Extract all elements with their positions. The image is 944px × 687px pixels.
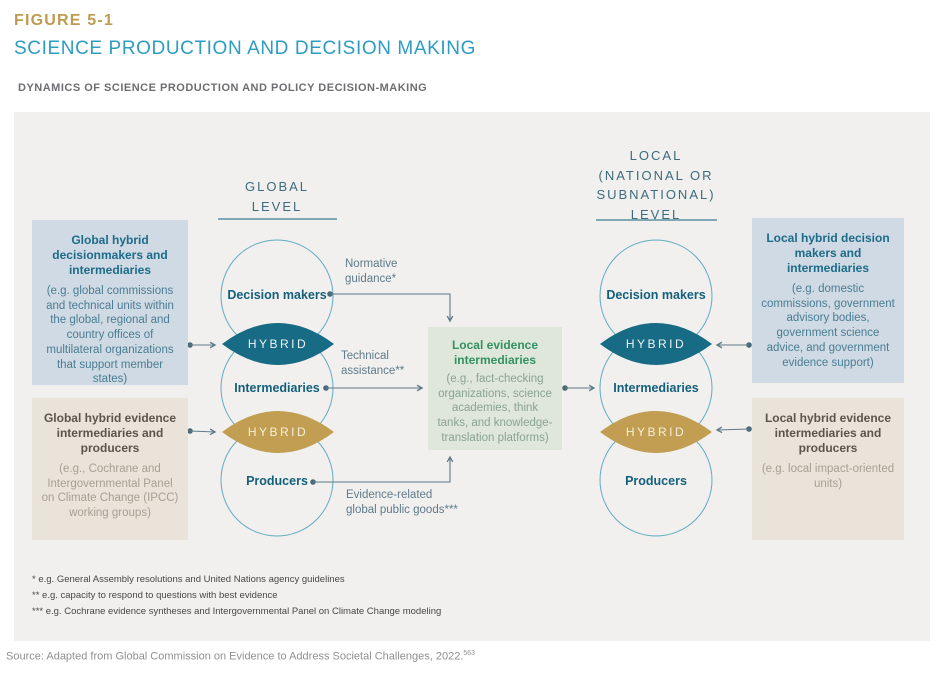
- local-intermediaries-label: Intermediaries: [613, 381, 699, 395]
- normative-guidance-label: Normative guidance*: [345, 258, 398, 286]
- global-hybrid-gold-label: HYBRID: [247, 425, 309, 439]
- footnote-1: * e.g. General Assembly resolutions and …: [32, 574, 345, 585]
- source-ref: 563: [463, 650, 476, 657]
- technical-assistance-label: Technical assistance**: [341, 350, 405, 378]
- global-intermediaries-label: Intermediaries: [234, 381, 320, 395]
- box-title: Local hybrid decision makers and interme…: [766, 231, 890, 275]
- figure-subtitle: DYNAMICS OF SCIENCE PRODUCTION AND POLIC…: [18, 82, 428, 94]
- box-body: (e.g. domestic commissions, government a…: [761, 283, 895, 369]
- box-title: Global hybrid evidence intermediaries an…: [43, 411, 177, 455]
- box-title: Global hybrid decisionmakers and interme…: [52, 233, 168, 277]
- local-level-heading: LOCAL (NATIONAL OR SUBNATIONAL) LEVEL: [596, 148, 716, 222]
- local-decision-makers-box: Local hybrid decision makers and interme…: [752, 218, 904, 383]
- footnote-3: *** e.g. Cochrane evidence syntheses and…: [32, 606, 442, 617]
- box-body: (e.g., fact-checking organizations, scie…: [437, 373, 553, 444]
- evidence-goods-label: Evidence-related global public goods***: [346, 489, 458, 517]
- global-hybrid-teal-label: HYBRID: [247, 337, 309, 351]
- box-title: Local evidence intermediaries: [451, 338, 539, 367]
- local-evidence-box: Local hybrid evidence intermediaries and…: [752, 398, 904, 540]
- local-producers-label: Producers: [625, 474, 687, 488]
- box-body: (e.g. local impact-oriented units): [761, 463, 895, 490]
- box-title: Local hybrid evidence intermediaries and…: [764, 411, 892, 455]
- source-text: Source: Adapted from Global Commission o…: [6, 650, 464, 663]
- figure-label: FIGURE 5-1: [14, 12, 115, 29]
- box-body: (e.g., Cochrane and Intergovernmental Pa…: [41, 463, 179, 520]
- local-hybrid-gold-label: HYBRID: [625, 425, 687, 439]
- figure-title: SCIENCE PRODUCTION AND DECISION MAKING: [14, 38, 476, 59]
- local-evidence-intermediaries-box: Local evidence intermediaries (e.g., fac…: [428, 327, 562, 450]
- global-level-heading: GLOBAL LEVEL: [244, 179, 310, 214]
- global-decision-makers-label: Decision makers: [227, 288, 327, 302]
- global-producers-label: Producers: [246, 474, 308, 488]
- global-decision-makers-box: Global hybrid decisionmakers and interme…: [32, 220, 188, 385]
- global-evidence-box: Global hybrid evidence intermediaries an…: [32, 398, 188, 540]
- local-decision-makers-label: Decision makers: [606, 288, 706, 302]
- footnote-2: ** e.g. capacity to respond to questions…: [32, 590, 278, 601]
- source-line: Source: Adapted from Global Commission o…: [6, 650, 475, 663]
- box-body: (e.g. global commissions and technical u…: [46, 285, 174, 386]
- local-hybrid-teal-label: HYBRID: [625, 337, 687, 351]
